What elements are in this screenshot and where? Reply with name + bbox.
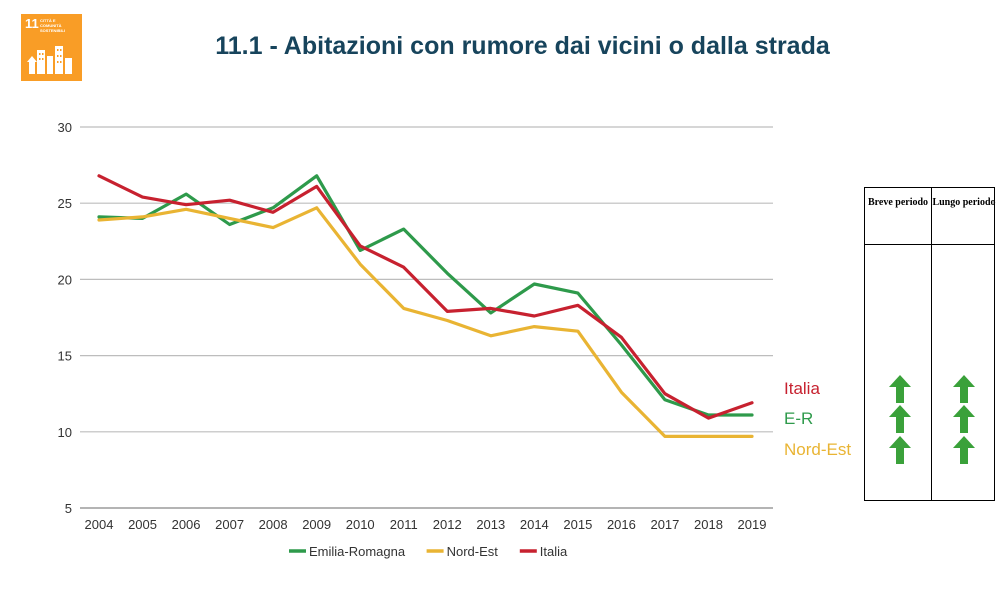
line-chart: 5 10 15 20 25 30 2004 2005 2006 2007 2008 2009 2010 2… bbox=[58, 120, 773, 559]
sdg-logo-text: CITTÀ E COMUNITÀ SOSTENIBILI bbox=[40, 18, 66, 33]
up-arrow-icon bbox=[889, 375, 911, 403]
up-arrow-icon bbox=[889, 405, 911, 433]
y-tick-label: 25 bbox=[58, 196, 72, 211]
header-long-term: Lungo periodo bbox=[932, 197, 996, 208]
x-tick-label: 2004 bbox=[85, 517, 114, 532]
sdg-11-logo: 11 CITTÀ E COMUNITÀ SOSTENIBILI bbox=[21, 14, 82, 81]
table-header-divider bbox=[865, 244, 994, 245]
x-tick-label: 2010 bbox=[346, 517, 375, 532]
x-tick-label: 2012 bbox=[433, 517, 462, 532]
legend-label: Nord-Est bbox=[447, 544, 499, 559]
y-tick-label: 10 bbox=[58, 425, 72, 440]
x-tick-label: 2013 bbox=[476, 517, 505, 532]
x-tick-label: 2017 bbox=[650, 517, 679, 532]
x-tick-label: 2006 bbox=[172, 517, 201, 532]
x-tick-label: 2019 bbox=[738, 517, 767, 532]
trend-row-label: Nord-Est bbox=[784, 440, 852, 459]
x-tick-label: 2014 bbox=[520, 517, 549, 532]
table-column-divider bbox=[931, 188, 932, 500]
city-icon bbox=[27, 46, 72, 74]
x-tick-label: 2008 bbox=[259, 517, 288, 532]
x-tick-label: 2007 bbox=[215, 517, 244, 532]
x-tick-label: 2011 bbox=[390, 517, 418, 532]
up-arrow-icon bbox=[953, 436, 975, 464]
trend-row-label: E-R bbox=[784, 409, 814, 428]
legend-label: Italia bbox=[540, 544, 568, 559]
y-tick-label: 30 bbox=[58, 120, 72, 135]
page-title: 11.1 - Abitazioni con rumore dai vicini … bbox=[215, 32, 830, 60]
x-tick-label: 2018 bbox=[694, 517, 723, 532]
sdg-logo-number: 11 bbox=[25, 16, 39, 31]
trend-row-label: Italia bbox=[784, 379, 820, 398]
x-tick-label: 2016 bbox=[607, 517, 636, 532]
x-tick-label: 2015 bbox=[563, 517, 592, 532]
up-arrow-icon bbox=[953, 375, 975, 403]
y-tick-label: 5 bbox=[65, 501, 72, 516]
up-arrow-icon bbox=[889, 436, 911, 464]
trend-table: Breve periodo Lungo periodo bbox=[864, 187, 996, 501]
y-tick-label: 15 bbox=[58, 349, 72, 364]
up-arrow-icon bbox=[953, 405, 975, 433]
header-short-term: Breve periodo bbox=[867, 197, 929, 208]
legend-label: Emilia-Romagna bbox=[309, 544, 406, 559]
x-tick-label: 2005 bbox=[128, 517, 157, 532]
x-tick-label: 2009 bbox=[302, 517, 331, 532]
series-line-italia bbox=[97, 174, 754, 420]
series-line-emilia-romagna bbox=[97, 174, 754, 417]
series-line-nord-est bbox=[97, 206, 754, 438]
y-tick-label: 20 bbox=[58, 272, 72, 287]
